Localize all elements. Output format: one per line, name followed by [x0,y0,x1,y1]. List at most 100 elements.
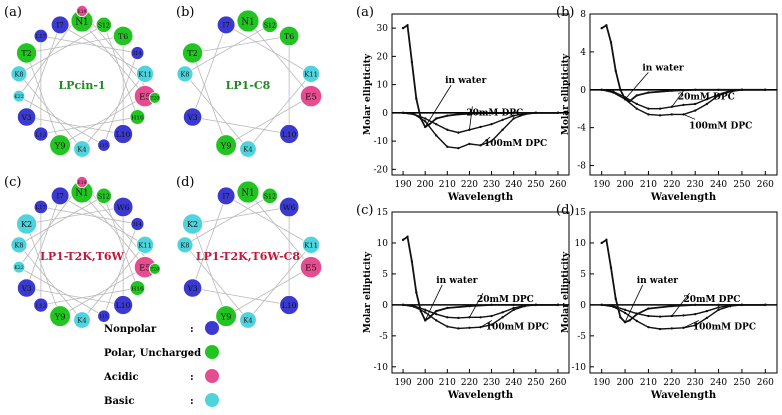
panel-label: (b) [176,5,194,20]
residue-label: T20 [151,267,160,273]
residue-label: V3 [21,284,32,293]
residue-N1 [236,9,260,33]
x-tick-label: 240 [505,378,522,388]
wheel-connector [81,10,156,99]
annotation-label: in water [445,76,487,86]
residue-K4 [239,140,257,158]
data-point [523,304,526,308]
residue-I14 [130,46,145,60]
residue-S12 [95,16,112,33]
data-point [428,122,431,126]
annotation-arrow [469,106,473,130]
x-tick-label: 220 [461,378,478,388]
wheel-connector [103,195,138,289]
data-point [682,314,685,317]
data-point [415,97,418,100]
data-point [468,142,471,146]
data-point [647,107,650,110]
residue-K2 [182,213,204,235]
residue-L10 [113,124,134,144]
residue-label: T6 [284,32,294,41]
wheel-connector [192,35,290,54]
cd-chart-2: (b) -8 -4 0 4 8 190 200 210 220 230 240 250 260 Wavele… [556,5,778,203]
annotation-arrow [683,320,700,329]
y-tick-label: 5 [580,270,586,280]
y-tick-label: 8 [580,10,586,20]
wheel-connector [103,52,138,146]
residue-label: L10 [116,130,131,139]
series-line-2 [601,89,766,110]
data-point [446,114,449,117]
wheel-connector [103,24,138,118]
data-point [658,327,662,331]
wheel-connector [192,287,290,306]
residue-K2 [16,213,38,235]
x-tick-label: 250 [527,378,544,388]
residue-label: S12 [98,193,110,200]
annotation-arrow [624,284,644,323]
y-tick-label: 0 [382,301,388,311]
data-point [479,316,482,319]
residue-S12 [261,187,278,204]
residue-I15 [97,309,111,323]
residue-label: I14 [133,51,142,57]
helical-wheel-1: (a) N1 E5 Y9 T2 T6 L10 V3 I7 K11 K4 K8 S12 H16 L13 L17 I… [4,5,161,158]
data-point [457,146,460,150]
y-tick-label: 15 [575,208,587,218]
annotation-label: in water [642,63,684,73]
data-point [764,303,767,307]
residue-H16 [129,109,146,125]
series-line-1 [601,24,766,103]
data-point [512,306,515,310]
x-tick-label: 230 [483,180,500,190]
data-point [740,88,744,91]
data-point [647,91,650,94]
y-tick-label: -10 [374,137,389,147]
data-point [435,319,438,322]
annotation-arrow [671,292,690,317]
wheel-connector [192,116,290,135]
annotation-arrow [671,90,685,108]
data-point [412,113,416,116]
residue-label: H16 [131,115,144,121]
residue-label: N1 [241,189,254,199]
data-point [670,113,674,116]
data-point [556,111,560,115]
y-tick-label: -10 [572,363,587,373]
data-point [717,88,720,91]
residue-L10 [279,295,300,315]
x-tick-label: 260 [757,378,774,388]
residue-Y9 [49,305,71,327]
annotation-arrow [424,85,452,128]
wheel-connector [247,244,312,321]
data-point [423,120,427,123]
residue-label: E5 [139,93,151,103]
y-tick-label: 10 [377,81,389,91]
data-point [446,306,449,310]
residue-label: E5 [139,264,151,274]
legend-separator: : [190,396,194,407]
data-point [717,94,720,97]
x-axis-label: Wavelength [447,192,514,203]
residue-label: T2 [187,48,198,58]
data-point [435,117,438,120]
data-point [729,90,732,93]
plot-frame [589,211,778,374]
residue-S12 [95,187,112,204]
data-point [623,311,627,315]
data-point [457,327,460,330]
wheel-connector [225,266,312,317]
residue-label: W6 [117,203,130,212]
residue-V3 [16,107,37,127]
residue-W6 [278,196,300,218]
y-tick-label: -20 [374,165,389,175]
residue-label: N1 [75,18,88,28]
data-point [490,122,493,126]
residue-label: I7 [222,21,230,30]
data-point [635,319,638,323]
data-point [501,311,504,314]
wheel-connector [18,73,83,150]
wheel-connector [26,223,61,317]
residue-K4 [73,311,91,329]
wheel-connector [26,287,124,306]
